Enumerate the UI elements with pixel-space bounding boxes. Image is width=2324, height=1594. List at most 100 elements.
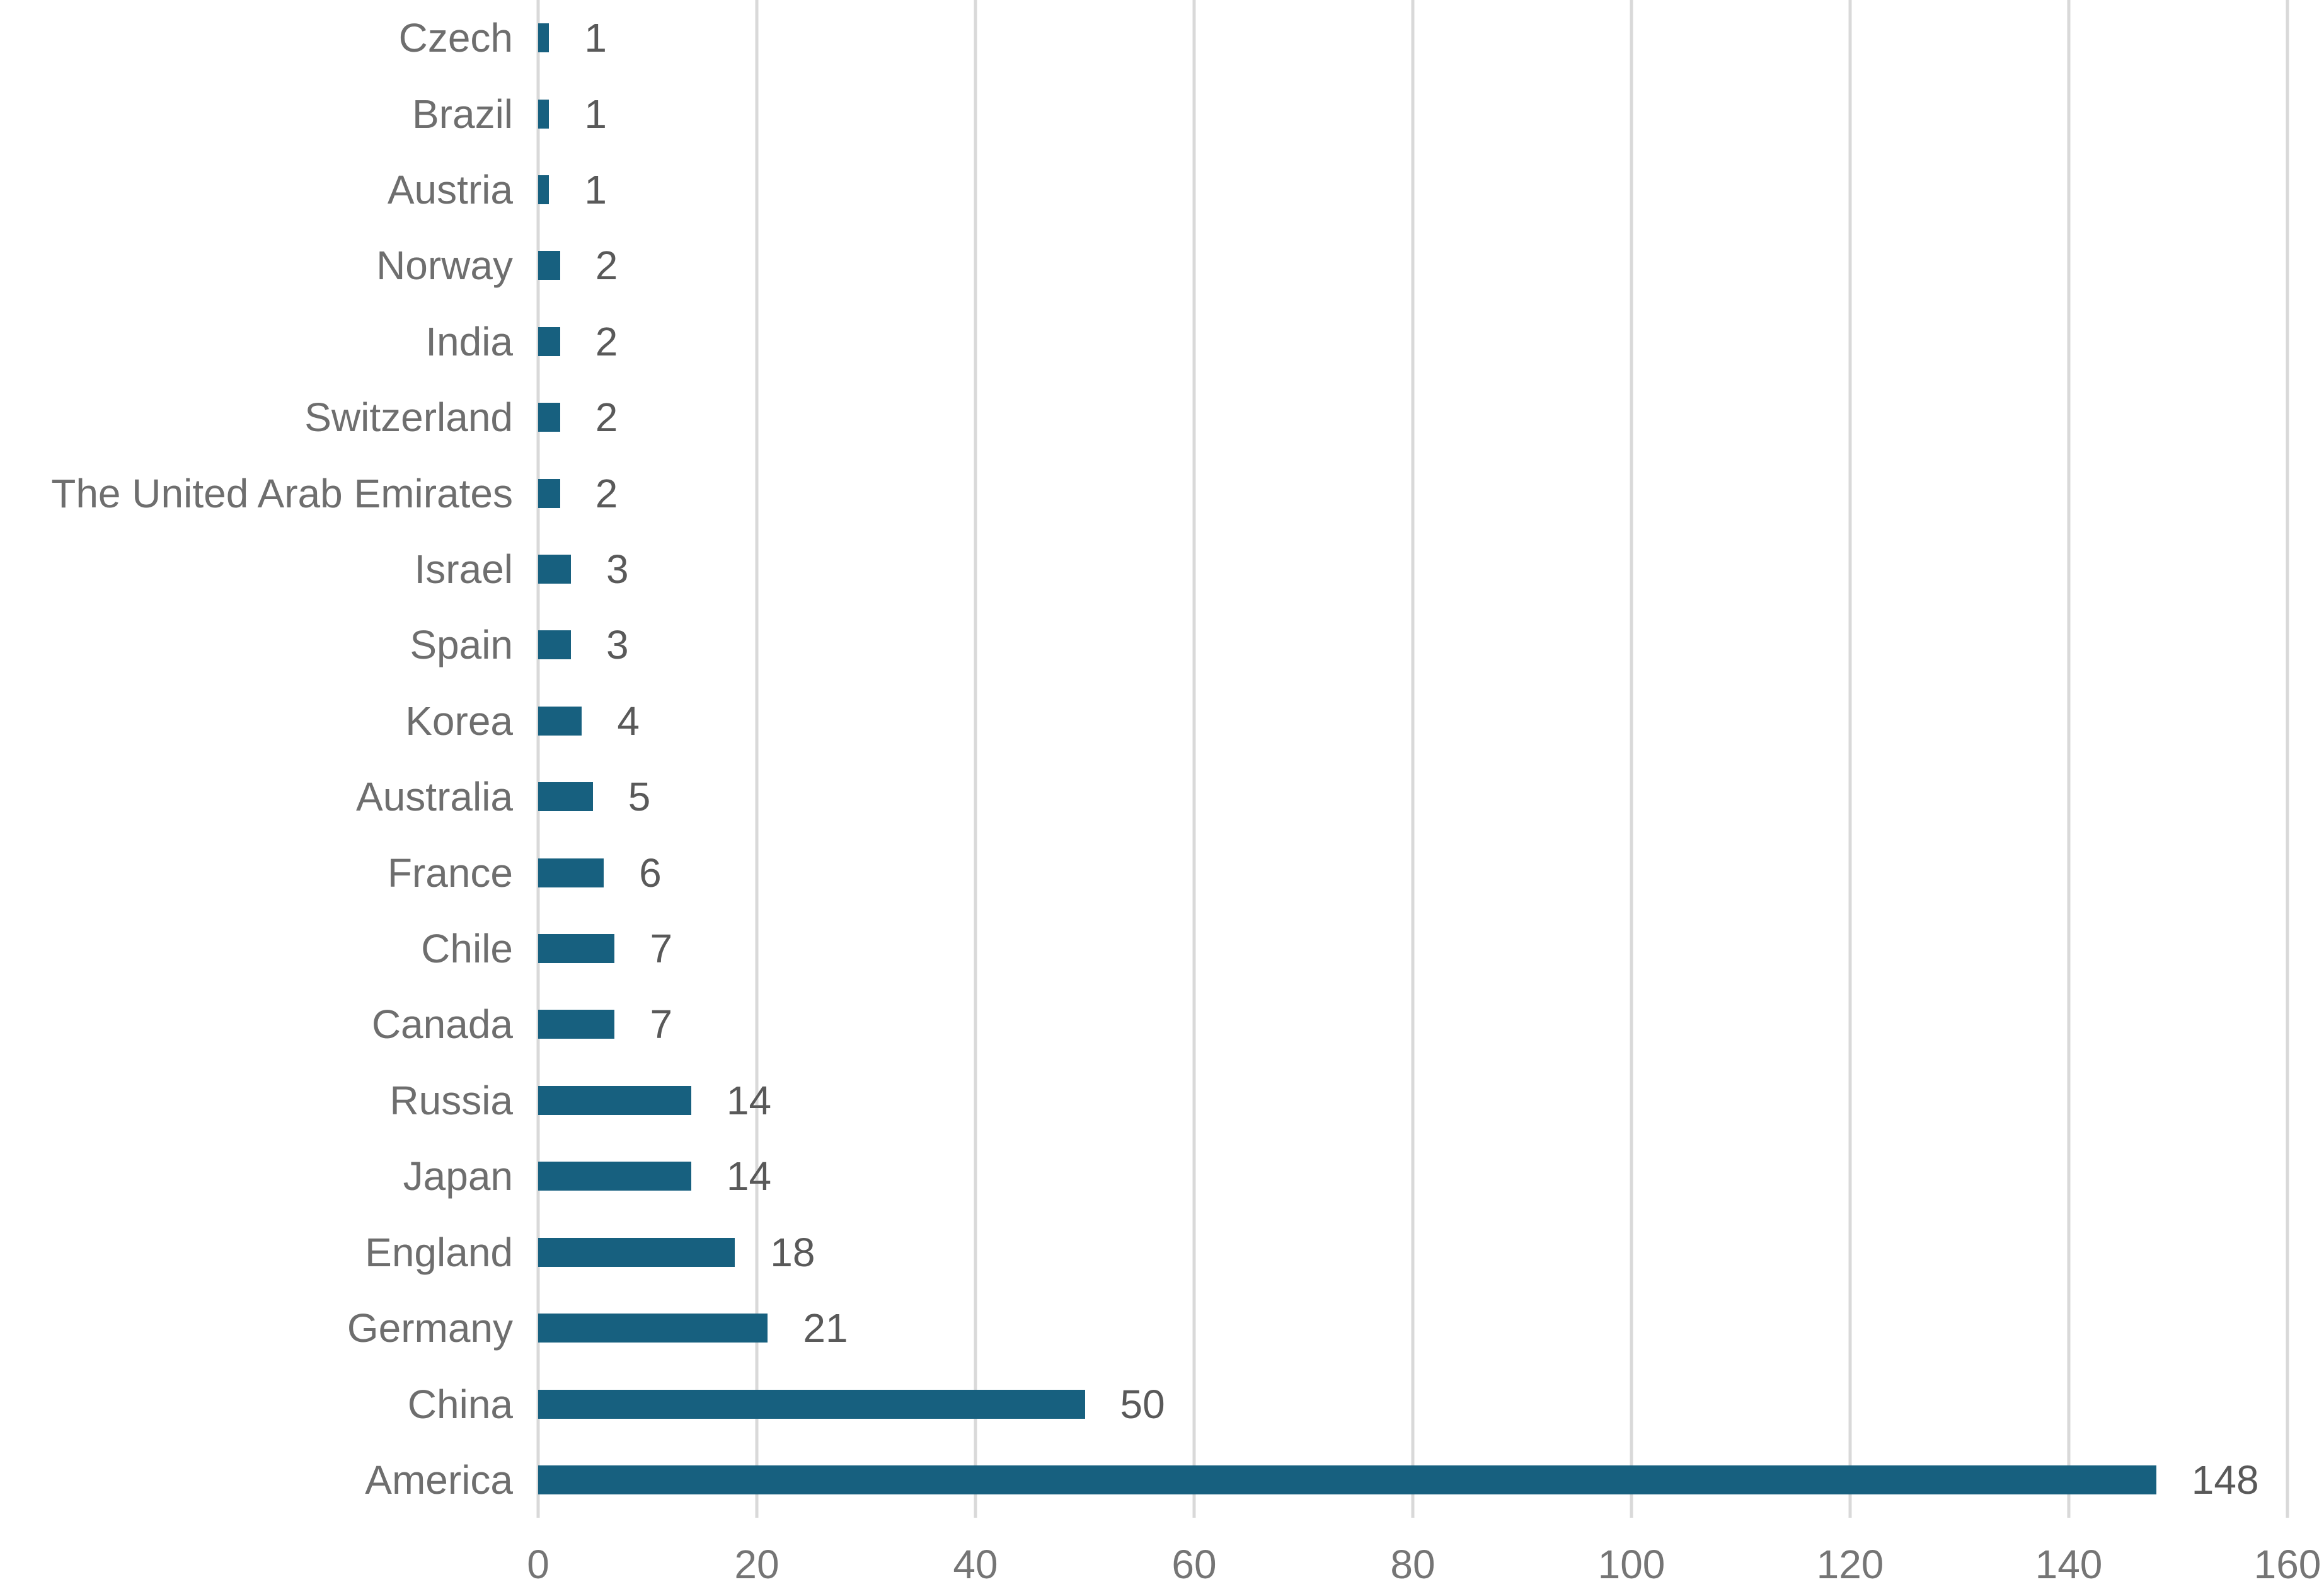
bar-track: 2 (538, 304, 2287, 379)
bar-row: Norway 2 (0, 228, 2324, 303)
bar (538, 934, 615, 964)
bar-row: France 6 (0, 835, 2324, 910)
value-label: 1 (584, 167, 607, 213)
bar-track: 2 (538, 379, 2287, 455)
category-label: Chile (421, 926, 513, 972)
bar-track: 14 (538, 1063, 2287, 1138)
bar-track: 1 (538, 76, 2287, 151)
x-tick-label: 120 (1816, 1542, 1884, 1587)
bar-track: 3 (538, 607, 2287, 683)
category-label: Germany (347, 1305, 513, 1351)
bar (538, 1085, 691, 1115)
bar-row: Brazil 1 (0, 76, 2324, 151)
bar (538, 23, 549, 53)
bar-row: Austria 1 (0, 152, 2324, 228)
gridline-0 (536, 0, 540, 1518)
value-label: 148 (2191, 1457, 2259, 1503)
value-label: 18 (770, 1229, 815, 1275)
bar-track: 7 (538, 986, 2287, 1062)
bar-row: Spain 3 (0, 607, 2324, 683)
x-axis: 0 20 40 60 80 100 120 140 160 (527, 1518, 2321, 1594)
value-label: 21 (803, 1305, 848, 1351)
x-tick-label: 100 (1597, 1542, 1665, 1587)
category-label: Australia (356, 774, 513, 820)
bar-track: 14 (538, 1138, 2287, 1214)
bar-track: 2 (538, 228, 2287, 303)
category-label: India (425, 318, 513, 364)
bar-track: 50 (538, 1366, 2287, 1441)
category-label: Czech (398, 15, 513, 61)
gridline-60 (1192, 0, 1196, 1518)
bar-track: 7 (538, 911, 2287, 986)
bar-row: China 50 (0, 1366, 2324, 1441)
bar-row: Australia 5 (0, 759, 2324, 835)
bar (538, 1162, 691, 1191)
value-label: 6 (639, 850, 662, 896)
bar-track: 2 (538, 455, 2287, 531)
gridline-140 (2067, 0, 2071, 1518)
bar-row: Switzerland 2 (0, 379, 2324, 455)
bar (538, 1314, 768, 1343)
bar-row: Japan 14 (0, 1138, 2324, 1214)
bar (538, 1389, 1085, 1419)
bar-rows: Czech 1 Brazil 1 Austria 1 Norway 2 India 2 Switze… (0, 0, 2324, 1518)
bar-row: Canada 7 (0, 986, 2324, 1062)
value-label: 5 (628, 774, 651, 820)
bar (538, 1237, 735, 1267)
bar-row: England 18 (0, 1215, 2324, 1290)
bar-track: 1 (538, 0, 2287, 76)
bar-row: Russia 14 (0, 1063, 2324, 1138)
bar (538, 630, 572, 660)
x-tick-label: 160 (2253, 1542, 2321, 1587)
category-label: France (387, 850, 513, 896)
category-label: Brazil (411, 91, 513, 137)
value-label: 2 (595, 243, 618, 289)
value-label: 1 (584, 15, 607, 61)
category-label: Austria (387, 167, 513, 213)
bar-track: 148 (538, 1442, 2287, 1518)
x-tick-label: 0 (527, 1542, 549, 1587)
value-label: 2 (595, 470, 618, 516)
bar-track: 5 (538, 759, 2287, 835)
x-tick-label: 60 (1171, 1542, 1217, 1587)
bar (538, 706, 582, 736)
bar-track: 4 (538, 683, 2287, 759)
bar (538, 99, 549, 129)
bar (538, 403, 560, 432)
category-label: China (407, 1381, 513, 1427)
value-label: 7 (650, 1002, 673, 1048)
bar-row: Chile 7 (0, 911, 2324, 986)
bar-row: India 2 (0, 304, 2324, 379)
x-tick-label: 140 (2035, 1542, 2103, 1587)
category-label: England (365, 1229, 513, 1275)
category-label: Japan (403, 1153, 513, 1199)
bar (538, 326, 560, 356)
category-label: Spain (410, 622, 513, 668)
category-label: Canada (371, 1002, 513, 1048)
value-label: 14 (726, 1077, 772, 1123)
gridline-20 (755, 0, 759, 1518)
bar-track: 6 (538, 835, 2287, 910)
value-label: 7 (650, 926, 673, 972)
category-label: Israel (414, 546, 514, 592)
x-tick-label: 80 (1390, 1542, 1435, 1587)
bar-row: America 148 (0, 1442, 2324, 1518)
bar-row: Korea 4 (0, 683, 2324, 759)
bar-track: 1 (538, 152, 2287, 228)
value-label: 1 (584, 91, 607, 137)
bar-row: The United Arab Emirates 2 (0, 455, 2324, 531)
bar (538, 555, 572, 584)
bar-track: 18 (538, 1215, 2287, 1290)
gridline-160 (2286, 0, 2289, 1518)
x-tick-label: 40 (953, 1542, 998, 1587)
bar (538, 175, 549, 205)
category-label: The United Arab Emirates (51, 470, 513, 516)
bar-row: Czech 1 (0, 0, 2324, 76)
category-label: Norway (376, 243, 513, 289)
bar (538, 1010, 615, 1039)
category-label: America (365, 1457, 513, 1503)
bar-row: Israel 3 (0, 531, 2324, 607)
plot-area (536, 0, 2289, 1518)
value-label: 3 (606, 546, 629, 592)
